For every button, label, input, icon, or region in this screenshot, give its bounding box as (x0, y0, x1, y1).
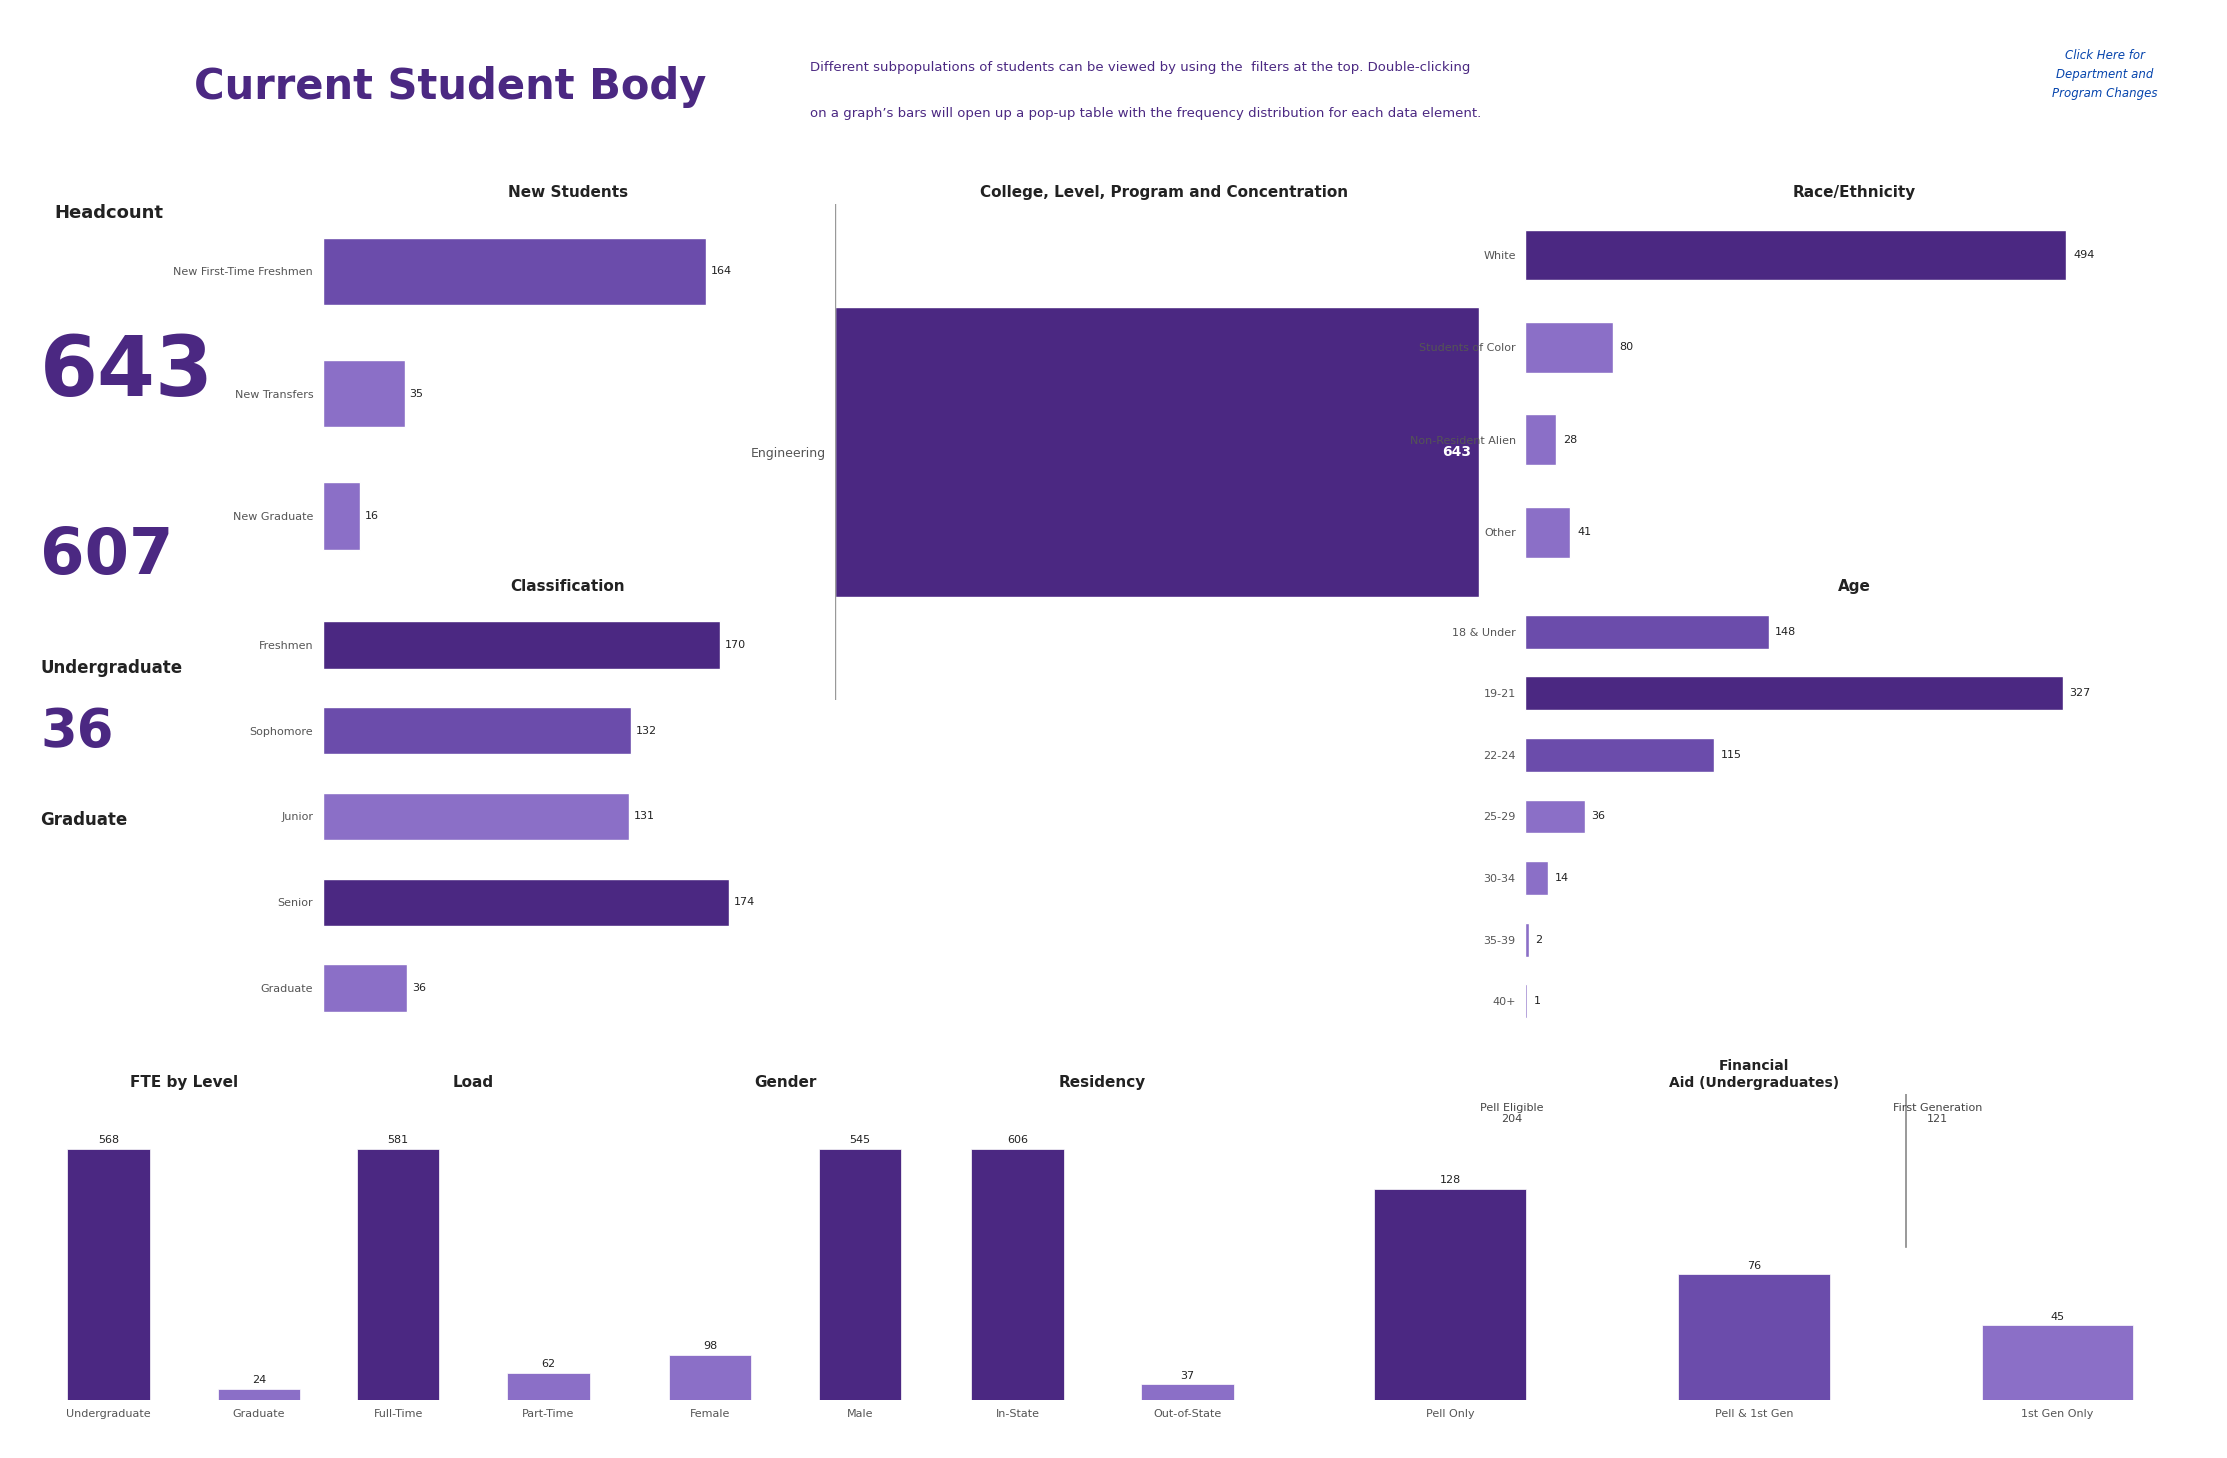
Text: 115: 115 (1721, 749, 1742, 760)
Title: Residency: Residency (1058, 1075, 1147, 1089)
Text: 41: 41 (1577, 528, 1590, 538)
Bar (323, 360, 405, 427)
Text: on a graph’s bars will open up a pop-up table with the frequency distribution fo: on a graph’s bars will open up a pop-up … (811, 108, 1481, 120)
Text: 36: 36 (1590, 812, 1606, 821)
Text: 45: 45 (2051, 1312, 2064, 1322)
Text: 36: 36 (412, 983, 425, 993)
Bar (323, 621, 719, 669)
Title: Load: Load (452, 1075, 494, 1089)
Bar (1677, 1274, 1831, 1400)
Text: 80: 80 (1619, 343, 1635, 353)
Text: 37: 37 (1180, 1371, 1194, 1381)
Bar (323, 964, 408, 1012)
Text: Current Student Body: Current Student Body (194, 67, 706, 108)
Text: First Generation
121: First Generation 121 (1893, 1102, 1982, 1124)
Title: New Students: New Students (508, 185, 628, 200)
Text: 607: 607 (40, 525, 174, 588)
Text: 174: 174 (733, 897, 755, 907)
Bar (218, 1389, 301, 1400)
Text: 170: 170 (724, 640, 746, 650)
Bar (323, 238, 706, 305)
Text: 1: 1 (1534, 996, 1541, 1006)
Title: College, Level, Program and Concentration: College, Level, Program and Concentratio… (980, 185, 1347, 200)
Bar (1525, 862, 1548, 895)
Text: 568: 568 (98, 1134, 120, 1145)
Text: 14: 14 (1554, 873, 1570, 884)
Text: 131: 131 (632, 812, 655, 821)
Bar (1982, 1325, 2133, 1400)
Text: 2: 2 (1534, 935, 1543, 945)
Text: Headcount: Headcount (53, 204, 163, 222)
Bar (323, 879, 728, 926)
Bar (508, 1373, 590, 1400)
Text: 16: 16 (365, 510, 379, 521)
Title: Financial
Aid (Undergraduates): Financial Aid (Undergraduates) (1668, 1060, 1840, 1089)
Bar (1525, 738, 1715, 771)
Title: Age: Age (1837, 579, 1871, 593)
Bar (971, 1149, 1065, 1400)
Bar (1374, 1188, 1525, 1400)
Text: 76: 76 (1746, 1261, 1762, 1271)
Bar (820, 1149, 902, 1400)
Text: 35: 35 (410, 389, 423, 398)
Bar (1140, 1384, 1234, 1400)
Bar (356, 1149, 439, 1400)
Bar (668, 1354, 750, 1400)
Title: FTE by Level: FTE by Level (129, 1075, 238, 1089)
Text: 148: 148 (1775, 627, 1797, 637)
Bar (1525, 923, 1528, 956)
Text: 62: 62 (541, 1359, 555, 1369)
Text: Graduate: Graduate (40, 811, 127, 828)
Bar (323, 483, 361, 550)
Bar (1525, 615, 1768, 649)
Bar (835, 308, 1479, 596)
Bar (323, 793, 628, 840)
Bar (1525, 229, 2067, 280)
Text: 36: 36 (40, 706, 114, 758)
Text: 28: 28 (1563, 434, 1577, 445)
Text: 164: 164 (710, 267, 730, 277)
Bar (1525, 322, 1612, 373)
Text: Different subpopulations of students can be viewed by using the  filters at the : Different subpopulations of students can… (811, 61, 1470, 74)
Title: Gender: Gender (753, 1075, 817, 1089)
Text: 128: 128 (1439, 1175, 1461, 1185)
Text: Undergraduate: Undergraduate (40, 659, 183, 677)
Text: 24: 24 (252, 1375, 265, 1385)
Text: 494: 494 (2073, 249, 2093, 260)
Text: Click Here for
Department and
Program Changes: Click Here for Department and Program Ch… (2051, 50, 2158, 99)
Text: 98: 98 (704, 1341, 717, 1350)
Bar (1525, 677, 2062, 710)
Text: Pell Eligible
204: Pell Eligible 204 (1479, 1102, 1543, 1124)
Text: 545: 545 (848, 1134, 871, 1145)
Text: 132: 132 (635, 726, 657, 736)
Bar (1525, 414, 1557, 465)
Bar (1525, 799, 1586, 834)
Text: 643: 643 (40, 332, 214, 414)
Text: 606: 606 (1007, 1134, 1029, 1145)
Bar (67, 1149, 149, 1400)
Title: Race/Ethnicity: Race/Ethnicity (1793, 185, 1915, 200)
Bar (323, 707, 630, 754)
Bar (1525, 507, 1570, 558)
Text: 581: 581 (387, 1134, 410, 1145)
Title: Classification: Classification (510, 579, 626, 593)
Text: 327: 327 (2069, 688, 2091, 698)
Text: 643: 643 (1443, 445, 1472, 459)
